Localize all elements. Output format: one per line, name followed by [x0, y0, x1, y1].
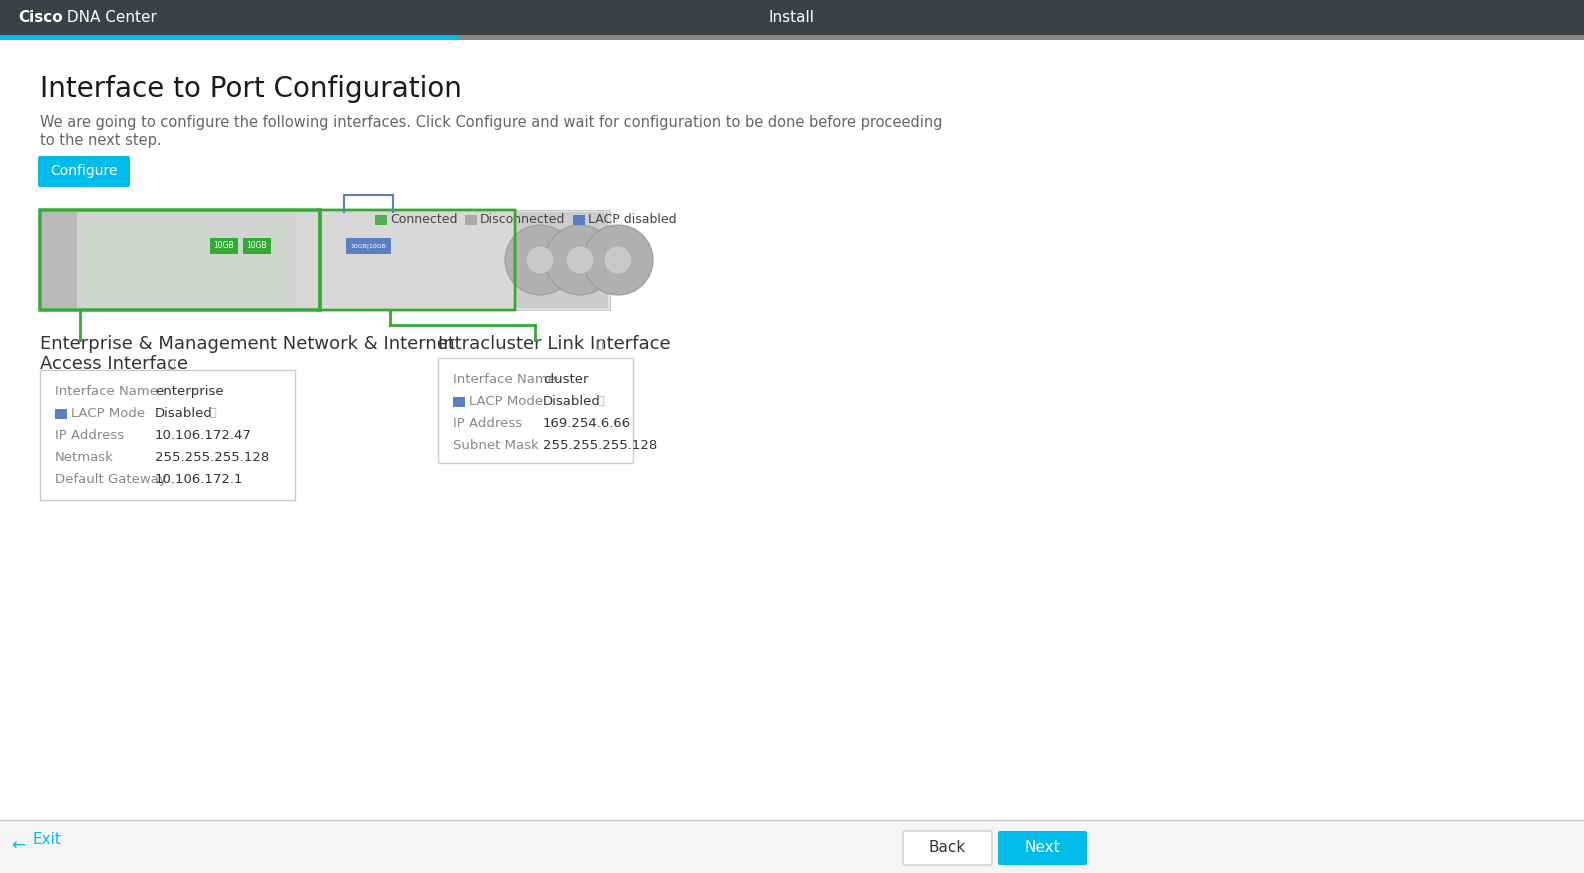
Text: Exit: Exit	[32, 833, 60, 848]
Text: Subnet Mask: Subnet Mask	[453, 439, 539, 452]
Text: Disabled: Disabled	[155, 407, 212, 420]
Text: 10.106.172.1: 10.106.172.1	[155, 473, 244, 486]
Text: 255.255.255.128: 255.255.255.128	[543, 439, 657, 452]
Bar	[439, 358, 634, 463]
Text: 10GB: 10GB	[247, 242, 268, 251]
Circle shape	[505, 225, 575, 295]
Text: ⓘ: ⓘ	[596, 339, 602, 352]
Bar	[453, 397, 466, 407]
Text: ⓘ: ⓘ	[597, 396, 604, 406]
Text: 169.254.6.66: 169.254.6.66	[543, 417, 630, 430]
Text: DNA Center: DNA Center	[62, 10, 157, 25]
FancyBboxPatch shape	[903, 831, 992, 865]
Text: Enterprise & Management Network & Internet: Enterprise & Management Network & Intern…	[40, 335, 455, 353]
Text: LACP Mode: LACP Mode	[469, 395, 543, 408]
Text: cluster: cluster	[543, 373, 589, 386]
Bar	[466, 215, 477, 225]
FancyBboxPatch shape	[38, 156, 130, 187]
Circle shape	[565, 246, 594, 274]
Text: ⓘ: ⓘ	[209, 408, 215, 418]
Circle shape	[545, 225, 615, 295]
Bar	[40, 210, 610, 310]
Text: We are going to configure the following interfaces. Click Configure and wait for: We are going to configure the following …	[40, 115, 942, 130]
Text: to the next step.: to the next step.	[40, 133, 162, 148]
Text: Back: Back	[928, 841, 966, 856]
Text: ⓘ: ⓘ	[166, 359, 174, 372]
Bar	[345, 238, 391, 254]
Bar	[573, 215, 584, 225]
Text: 10GB: 10GB	[214, 242, 234, 251]
Bar	[211, 238, 238, 254]
Text: Default Gateway: Default Gateway	[55, 473, 166, 486]
Text: 255.255.255.128: 255.255.255.128	[155, 451, 269, 464]
Text: Connected: Connected	[390, 213, 458, 226]
Circle shape	[583, 225, 653, 295]
Bar	[0, 44, 1584, 820]
Bar	[0, 0, 1584, 35]
Bar	[0, 820, 1584, 873]
Text: IP Address: IP Address	[453, 417, 523, 430]
FancyBboxPatch shape	[998, 831, 1087, 865]
Text: Next: Next	[1025, 841, 1060, 856]
Circle shape	[526, 246, 554, 274]
Bar	[55, 409, 67, 419]
Bar	[375, 215, 386, 225]
Bar	[242, 238, 271, 254]
Text: Netmask: Netmask	[55, 451, 114, 464]
Text: Interface Name: Interface Name	[453, 373, 556, 386]
Bar	[40, 370, 295, 500]
Text: 10GB|10GB: 10GB|10GB	[350, 244, 386, 249]
Text: IP Address: IP Address	[55, 429, 124, 442]
Circle shape	[604, 246, 632, 274]
Bar	[43, 212, 78, 308]
Text: 10.106.172.47: 10.106.172.47	[155, 429, 252, 442]
Text: LACP Mode: LACP Mode	[71, 407, 146, 420]
Text: Intracluster Link Interface: Intracluster Link Interface	[439, 335, 670, 353]
Text: Disabled: Disabled	[543, 395, 600, 408]
Bar	[0, 35, 459, 40]
Bar	[298, 212, 513, 308]
Bar	[43, 212, 298, 308]
Bar	[0, 35, 1584, 40]
Text: Interface Name: Interface Name	[55, 385, 158, 398]
Text: Install: Install	[768, 10, 816, 25]
Text: Configure: Configure	[51, 164, 117, 178]
Text: ←: ←	[11, 837, 25, 855]
Bar	[515, 212, 608, 308]
Text: Access Interface: Access Interface	[40, 355, 188, 373]
Text: Interface to Port Configuration: Interface to Port Configuration	[40, 75, 463, 103]
Text: LACP disabled: LACP disabled	[588, 213, 676, 226]
Text: enterprise: enterprise	[155, 385, 223, 398]
Text: Cisco: Cisco	[17, 10, 63, 25]
Text: Disconnected: Disconnected	[480, 213, 565, 226]
